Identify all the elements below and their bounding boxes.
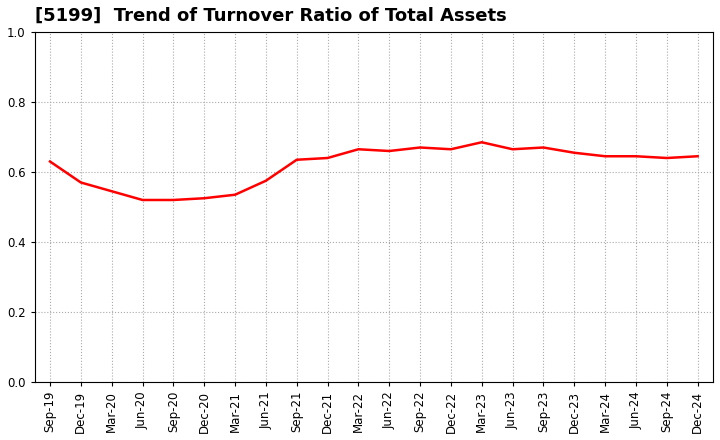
Text: [5199]  Trend of Turnover Ratio of Total Assets: [5199] Trend of Turnover Ratio of Total … xyxy=(35,7,506,25)
